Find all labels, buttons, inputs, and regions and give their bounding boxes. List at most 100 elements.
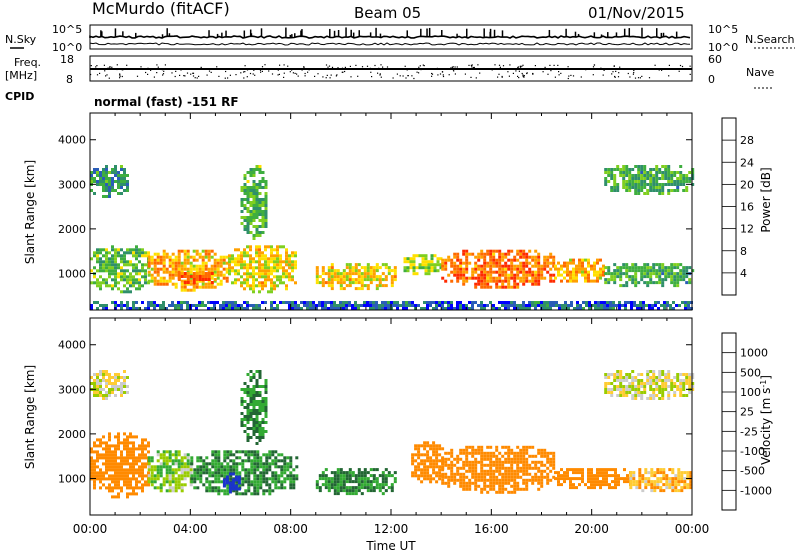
heatmap-cell xyxy=(504,270,508,274)
heatmap-cell xyxy=(483,478,487,482)
heatmap-cell xyxy=(468,276,472,280)
heatmap-cell xyxy=(114,373,117,376)
heatmap-cell xyxy=(390,275,394,279)
heatmap-cell xyxy=(363,486,367,490)
heatmap-cell xyxy=(683,486,687,490)
heatmap-cell xyxy=(348,468,352,472)
heatmap-cell xyxy=(519,255,523,259)
heatmap-cell xyxy=(459,481,463,485)
heatmap-cell xyxy=(637,174,641,177)
heatmap-cell xyxy=(540,276,544,280)
heatmap-cell xyxy=(246,222,250,225)
heatmap-cell xyxy=(244,489,248,493)
heatmap-cell xyxy=(126,438,129,442)
heatmap-cell xyxy=(225,255,229,259)
nsearch-tick-bottom: 10^0 xyxy=(708,41,738,54)
nave-dot xyxy=(116,68,118,71)
nave-tick-bottom: 0 xyxy=(708,73,715,86)
heatmap-cell xyxy=(390,474,394,478)
heatmap-cell xyxy=(378,483,382,487)
heatmap-cell xyxy=(90,269,93,273)
heatmap-cell xyxy=(471,445,475,449)
heatmap-cell xyxy=(271,489,275,493)
heatmap-cell xyxy=(258,394,262,397)
heatmap-cell xyxy=(412,263,416,267)
heatmap-cell xyxy=(126,468,129,472)
heatmap-cell xyxy=(561,304,564,307)
heatmap-cell xyxy=(300,307,303,310)
heatmap-cell xyxy=(246,186,250,189)
heatmap-cell xyxy=(673,281,677,285)
heatmap-cell xyxy=(540,472,544,476)
nave-dot xyxy=(96,74,99,76)
heatmap-cell xyxy=(625,269,629,273)
heatmap-cell xyxy=(108,263,111,267)
heatmap-cell xyxy=(252,201,256,204)
heatmap-cell xyxy=(354,301,357,304)
heatmap-cell xyxy=(258,213,262,216)
heatmap-cell xyxy=(519,264,523,268)
heatmap-cell xyxy=(504,451,508,455)
heatmap-cell xyxy=(126,391,129,394)
heatmap-cell xyxy=(244,453,248,457)
heatmap-cell xyxy=(276,278,279,282)
heatmap-cell xyxy=(177,264,181,268)
heatmap-cell xyxy=(525,469,529,473)
heatmap-cell xyxy=(688,373,692,376)
colorbar-tick-label: 25 xyxy=(740,406,754,419)
heatmap-cell xyxy=(534,279,538,283)
heatmap-cell xyxy=(234,475,238,479)
heatmap-cell xyxy=(378,489,382,493)
heatmap-cell xyxy=(120,260,123,264)
heatmap-cell xyxy=(384,304,387,307)
heatmap-cell xyxy=(426,465,430,469)
heatmap-cell xyxy=(171,267,175,271)
heatmap-cell xyxy=(390,489,394,493)
heatmap-cell xyxy=(129,284,132,288)
heatmap-cell xyxy=(587,480,590,484)
heatmap-cell xyxy=(232,462,236,466)
heatmap-cell xyxy=(162,483,166,487)
heatmap-cell xyxy=(504,261,508,265)
heatmap-cell xyxy=(219,307,222,310)
heatmap-cell xyxy=(165,456,169,460)
heatmap-cell xyxy=(616,165,620,168)
heatmap-cell xyxy=(117,435,120,439)
heatmap-cell xyxy=(498,267,502,271)
heatmap-cell xyxy=(647,483,651,487)
heatmap-cell xyxy=(201,267,205,271)
heatmap-cell xyxy=(513,255,517,259)
heatmap-cell xyxy=(120,391,123,394)
heatmap-cell xyxy=(264,183,268,186)
heatmap-cell xyxy=(235,462,239,466)
heatmap-cell xyxy=(258,234,262,237)
heatmap-cell xyxy=(153,270,157,274)
heatmap-cell xyxy=(280,471,284,475)
heatmap-cell xyxy=(637,373,641,376)
heatmap-cell xyxy=(96,281,99,285)
heatmap-cell xyxy=(453,457,457,461)
heatmap-cell xyxy=(199,459,203,463)
heatmap-cell xyxy=(581,258,584,262)
heatmap-cell xyxy=(261,257,264,261)
heatmap-cell xyxy=(147,273,151,277)
heatmap-cell xyxy=(498,301,501,304)
heatmap-cell xyxy=(369,489,373,493)
heatmap-cell xyxy=(249,275,252,279)
heatmap-cell xyxy=(345,471,349,475)
heatmap-cell xyxy=(613,186,617,189)
heatmap-cell xyxy=(180,483,184,487)
heatmap-cell xyxy=(117,388,120,391)
heatmap-cell xyxy=(186,304,189,307)
heatmap-cell xyxy=(357,269,361,273)
heatmap-cell xyxy=(420,468,424,472)
heatmap-cell xyxy=(211,471,215,475)
heatmap-cell xyxy=(289,456,293,460)
nave-dot xyxy=(451,67,453,69)
heatmap-cell xyxy=(144,480,147,484)
heatmap-cell xyxy=(114,165,117,168)
nave-dot xyxy=(277,69,279,71)
heatmap-cell xyxy=(243,263,246,267)
heatmap-cell xyxy=(534,460,538,464)
heatmap-cell xyxy=(102,456,105,460)
